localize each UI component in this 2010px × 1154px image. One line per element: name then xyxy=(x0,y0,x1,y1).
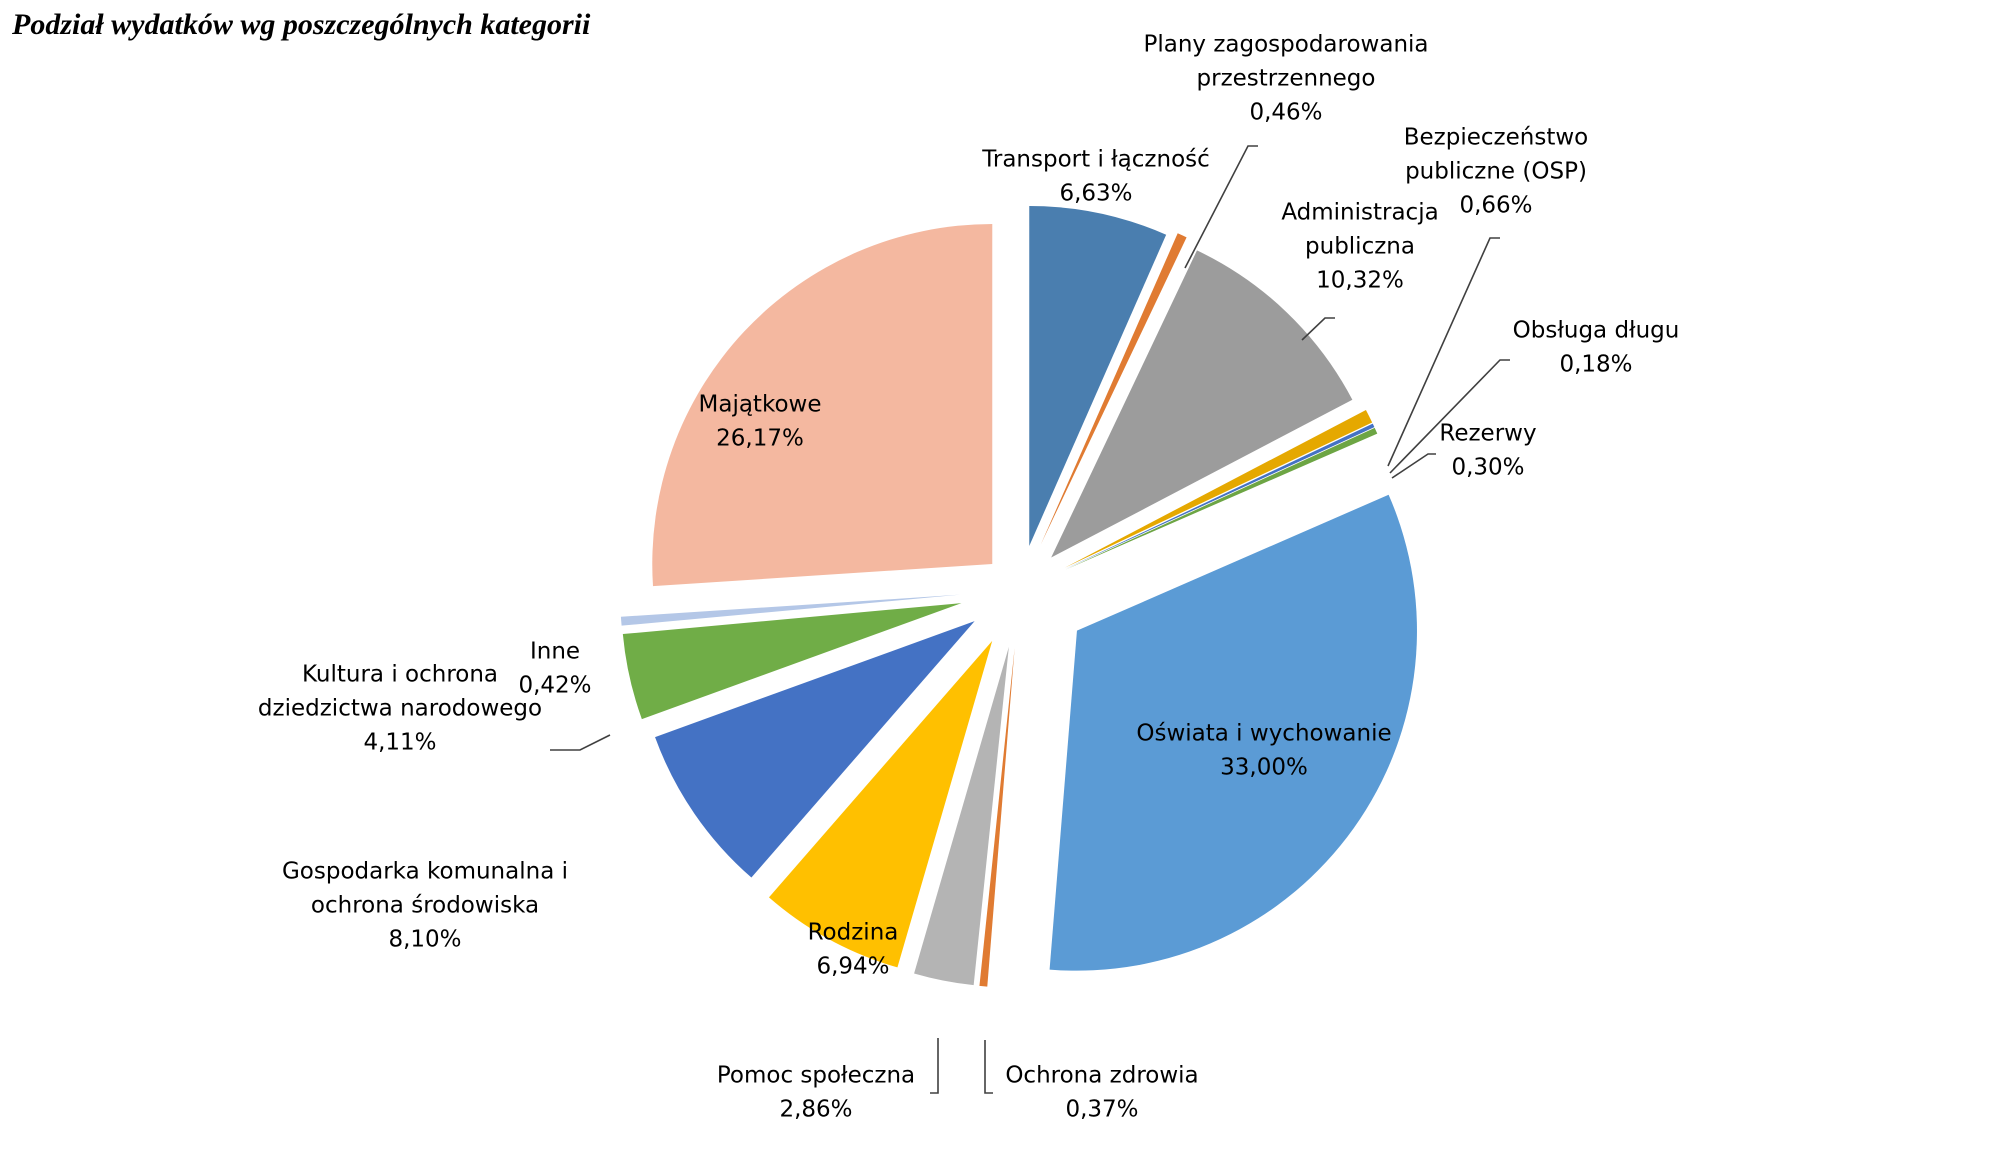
slice-name-label: Kultura i ochrona xyxy=(302,662,498,688)
leader-line-administracja-publiczna xyxy=(1301,317,1335,341)
slice-name-label: Plany zagospodarowania xyxy=(1143,32,1428,58)
chart-title: Podział wydatków wg poszczególnych kateg… xyxy=(12,8,591,41)
leader-line-obsluga-dlugu xyxy=(1389,359,1510,474)
slice-value-label: 4,11% xyxy=(363,730,436,756)
pie-slice-gospodarka-komunalna-i-ochrona-srodowiska xyxy=(655,621,975,878)
pie-slice-administracja-publiczna xyxy=(1051,250,1353,558)
data-label-obsluga-dlugu: Obsługa długu 0,18% xyxy=(1513,318,1680,378)
data-label-rodzina: Rodzina 6,94% xyxy=(808,920,899,980)
pie-slice-plany-zagospodarowania-przestrzennego xyxy=(1040,233,1187,545)
leader-line-bezpieczenstwo-publiczne-osp xyxy=(1387,237,1500,467)
slice-value-label: 0,46% xyxy=(1249,100,1322,126)
slice-name-label: Administracja xyxy=(1281,200,1438,226)
slice-name-label: Transport i łączność xyxy=(981,147,1210,173)
data-label-inne: Inne 0,42% xyxy=(518,639,591,699)
slice-value-label: 0,66% xyxy=(1459,193,1532,219)
slice-value-label: 10,32% xyxy=(1316,268,1404,294)
slice-value-label: 0,42% xyxy=(518,673,591,699)
leader-line-pomoc-spoleczna xyxy=(930,1038,939,1094)
slice-name-label: Pomoc społeczna xyxy=(717,1063,915,1089)
pie-slice-ochrona-zdrowia xyxy=(979,647,1015,987)
slice-value-label: 0,18% xyxy=(1559,352,1632,378)
slice-name-label: Obsługa długu xyxy=(1513,318,1680,344)
pie-slice-transport-i-lacznosc xyxy=(1029,205,1167,546)
pie-slice-oswiata-i-wychowanie xyxy=(1049,494,1417,971)
leader-line-rezerwy xyxy=(1391,453,1436,479)
slice-value-label: 0,30% xyxy=(1451,455,1524,481)
data-label-majatkowe: Majątkowe 26,17% xyxy=(699,392,822,452)
slice-name-label: ochrona środowiska xyxy=(311,893,539,919)
pie-slice-obsluga-dlugu xyxy=(1065,423,1375,569)
pie-slice-kultura-i-ochrona-dziedzictwa-narodowego xyxy=(622,603,962,720)
leader-line-kultura-i-ochrona-dziedzictwa-narodowego xyxy=(550,734,611,751)
pie-slice-inne xyxy=(620,594,961,626)
slice-value-label: 8,10% xyxy=(388,927,461,953)
slice-name-label: Rodzina xyxy=(808,920,899,946)
leader-line-ochrona-zdrowia xyxy=(984,1040,993,1094)
slice-name-label: dziedzictwa narodowego xyxy=(258,696,542,722)
pie-slice-majatkowe xyxy=(652,224,993,587)
slice-value-label: 6,94% xyxy=(816,954,889,980)
data-label-ochrona-zdrowia: Ochrona zdrowia 0,37% xyxy=(1005,1063,1198,1123)
slice-value-label: 26,17% xyxy=(716,426,804,452)
slice-name-label: Oświata i wychowanie xyxy=(1136,721,1391,747)
slice-name-label: Bezpieczeństwo xyxy=(1404,125,1588,151)
pie-slice-bezpieczenstwo-publiczne-osp xyxy=(1064,409,1373,568)
data-label-plany-zagospodarowania-przestrzennego: Plany zagospodarowania przestrzennego 0,46… xyxy=(1143,32,1428,126)
slice-name-label: Gospodarka komunalna i xyxy=(282,859,568,885)
slice-name-label: publiczna xyxy=(1305,234,1415,260)
slice-value-label: 2,86% xyxy=(779,1097,852,1123)
pie-slice-pomoc-spoleczna xyxy=(914,646,1009,986)
data-label-administracja-publiczna: Administracja publiczna 10,32% xyxy=(1281,200,1438,294)
data-label-pomoc-spoleczna: Pomoc społeczna 2,86% xyxy=(717,1063,915,1123)
leader-line-plany-zagospodarowania-przestrzennego xyxy=(1184,145,1258,269)
data-label-gospodarka-komunalna-i-ochrona-srodowiska: Gospodarka komunalna i ochrona środowiska… xyxy=(282,859,568,953)
pie-slice-rodzina xyxy=(768,640,993,968)
data-label-kultura-i-ochrona-dziedzictwa-narodowego: Kultura i ochrona dziedzictwa narodowego 4… xyxy=(258,662,542,756)
pie-slice-rezerwy xyxy=(1065,427,1378,570)
slice-name-label: Ochrona zdrowia xyxy=(1005,1063,1198,1089)
slice-name-label: Inne xyxy=(530,639,580,665)
data-label-bezpieczenstwo-publiczne-osp: Bezpieczeństwo publiczne (OSP) 0,66% xyxy=(1404,125,1588,219)
slice-value-label: 33,00% xyxy=(1220,755,1308,781)
slice-name-label: Majątkowe xyxy=(699,392,822,418)
data-label-transport-i-lacznosc: Transport i łączność 6,63% xyxy=(981,147,1210,207)
slice-name-label: Rezerwy xyxy=(1439,421,1536,447)
slice-value-label: 0,37% xyxy=(1065,1097,1138,1123)
slice-name-label: przestrzennego xyxy=(1197,66,1376,92)
slice-name-label: publiczne (OSP) xyxy=(1405,159,1587,185)
data-label-oswiata-i-wychowanie: Oświata i wychowanie 33,00% xyxy=(1136,721,1391,781)
data-label-rezerwy: Rezerwy 0,30% xyxy=(1439,421,1536,481)
slice-value-label: 6,63% xyxy=(1059,181,1132,207)
